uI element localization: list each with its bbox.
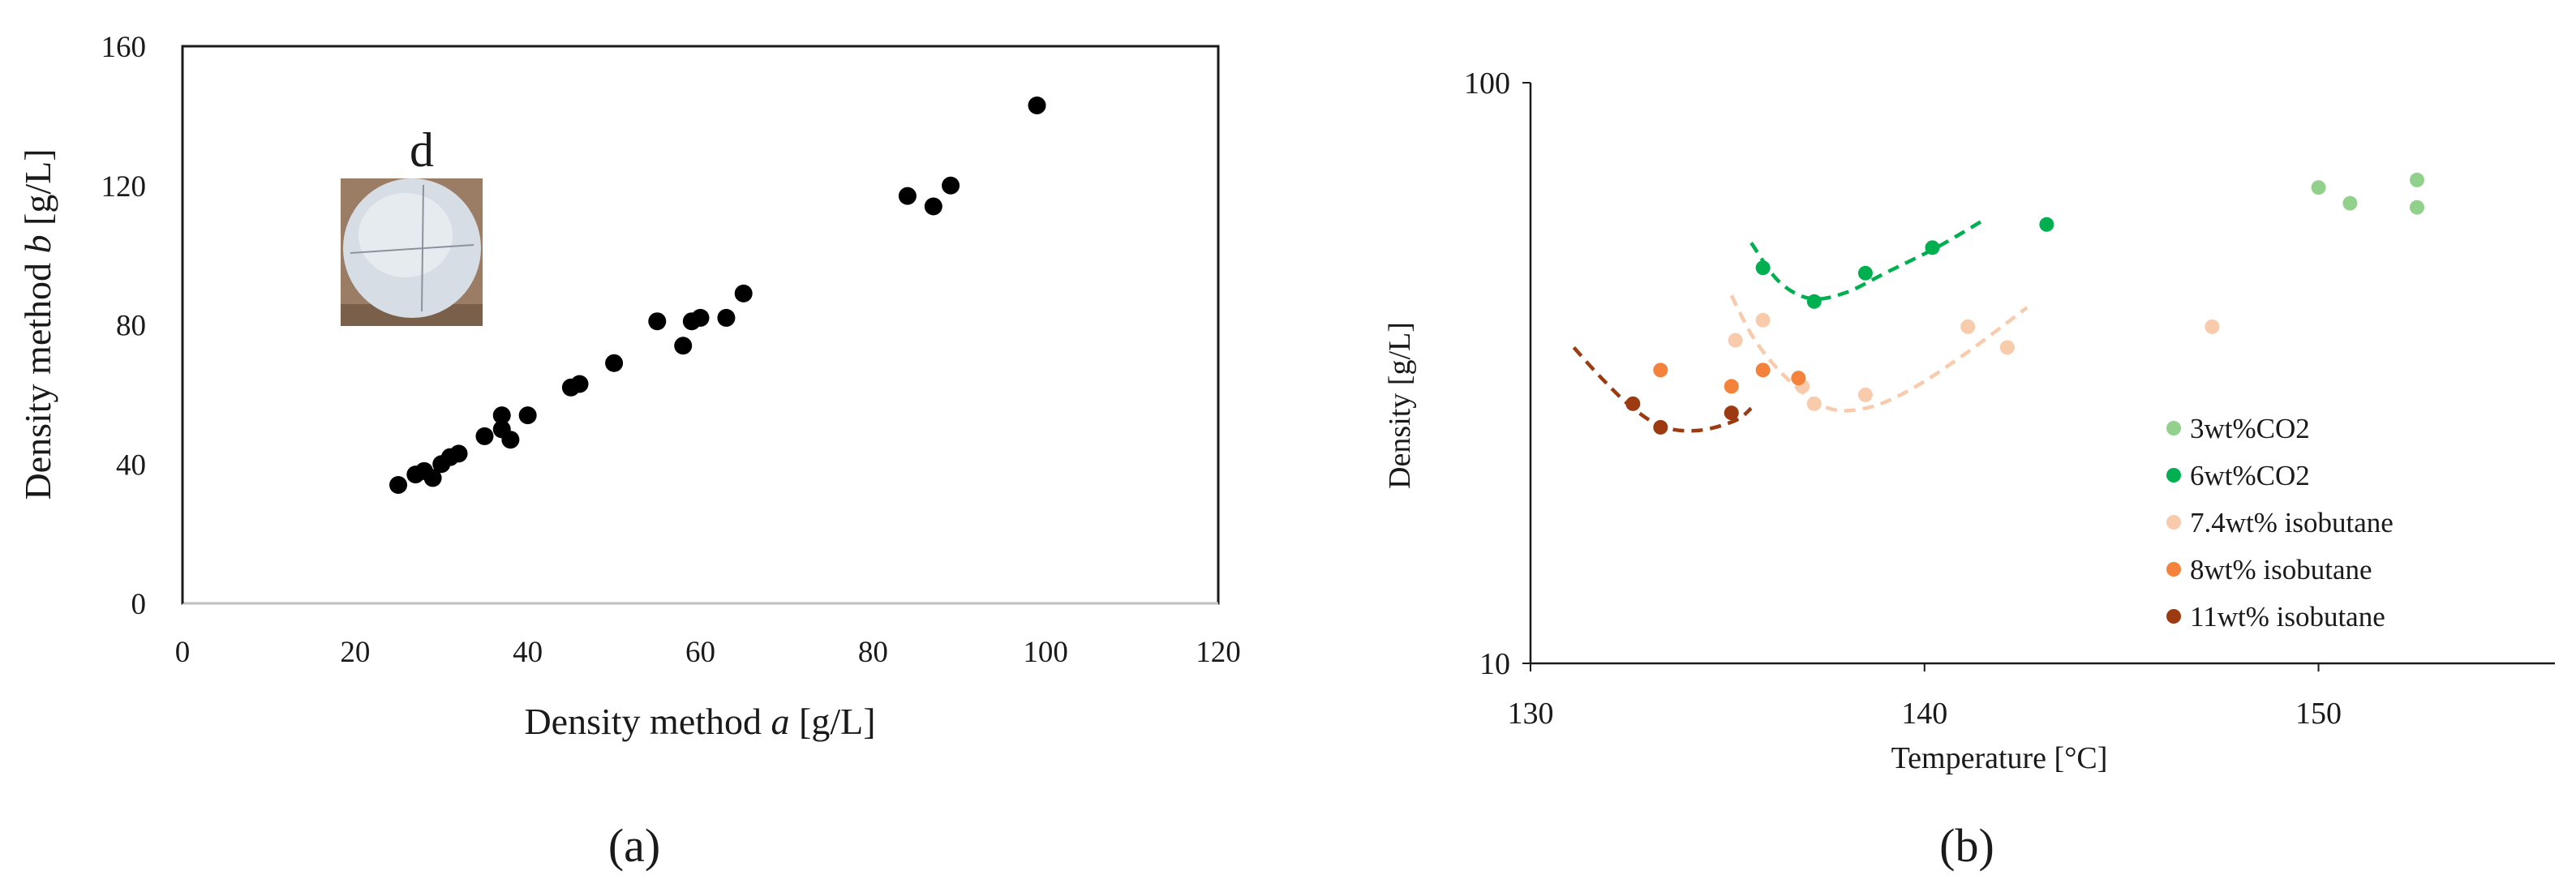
- chart-b-data-point: [1625, 396, 1641, 411]
- legend-label: 6wt%CO2: [2190, 460, 2310, 491]
- chart-a-data-point: [648, 312, 667, 331]
- chart-b-data-point: [1857, 387, 1873, 402]
- chart-b-data-point: [1653, 362, 1668, 378]
- chart-b-legend: 3wt%CO2 6wt%CO2 7.4wt% isobutane 8wt% isobu…: [2166, 413, 2394, 633]
- chart-a-x-tick-label: 120: [1196, 636, 1241, 669]
- chart-b-y-tick-label: 100: [1464, 66, 1510, 101]
- chart-a-points: [389, 96, 1046, 495]
- inset-disc-line-v: [421, 184, 424, 312]
- chart-a-data-point: [449, 444, 468, 463]
- legend-label: 7.4wt% isobutane: [2190, 507, 2394, 538]
- chart-a-data-point: [492, 406, 511, 425]
- chart-a-x-tick-label: 0: [175, 636, 191, 669]
- inset-label-d: d: [410, 123, 434, 177]
- legend-label: 8wt% isobutane: [2190, 554, 2372, 586]
- chart-b-data-point: [2205, 319, 2220, 334]
- chart-a-data-point: [389, 476, 408, 495]
- chart-a-x-tick-label: 100: [1023, 636, 1068, 669]
- chart-a-data-point: [423, 469, 442, 487]
- chart-b-data-point: [2409, 199, 2424, 215]
- legend-marker: [2166, 562, 2181, 577]
- panel-label-a: (a): [608, 819, 660, 872]
- chart-b-data-point: [1653, 419, 1668, 435]
- chart-a-data-point: [501, 431, 520, 449]
- chart-b-data-point: [2311, 180, 2326, 195]
- chart-a-data-point: [924, 197, 942, 216]
- chart-b-data-point: [1724, 405, 1739, 421]
- chart-b-data-point: [1755, 260, 1771, 276]
- chart-b-data-point: [1999, 340, 2015, 355]
- chart-a-x-tick-label: 60: [685, 636, 715, 669]
- chart-b-data-point: [1755, 312, 1771, 328]
- chart-a-data-point: [717, 308, 736, 327]
- chart-a-data-point: [691, 308, 710, 327]
- chart-a: 0 20 40 60 80 100 120 0 40 80 120 160 d Density me…: [17, 31, 1241, 742]
- chart-a-x-tick-labels: 0 20 40 60 80 100 120: [175, 636, 1241, 669]
- inset-disc-line-h: [350, 244, 474, 254]
- chart-a-data-point: [570, 375, 589, 393]
- chart-a-x-tick-label: 20: [340, 636, 370, 669]
- inset-disc-highlight: [358, 193, 453, 277]
- chart-b-points: [1625, 172, 2424, 435]
- chart-a-data-point: [674, 337, 693, 355]
- chart-b-y-tick-labels: 10 100: [1464, 66, 1531, 681]
- chart-a-data-point: [734, 284, 753, 302]
- chart-a-y-tick-label: 40: [116, 448, 146, 482]
- chart-a-x-tick-label: 40: [513, 636, 543, 669]
- chart-b-data-point: [1728, 332, 1743, 348]
- chart-a-data-point: [475, 427, 494, 445]
- legend-marker: [2166, 609, 2181, 624]
- chart-b-data-point: [2409, 172, 2424, 187]
- chart-b-fit-curves: [1572, 218, 2029, 433]
- chart-b-y-axis-label: Density [g/L]: [1383, 322, 1417, 489]
- chart-a-data-point: [942, 176, 960, 195]
- legend-marker: [2166, 515, 2181, 530]
- chart-b-data-point: [2039, 217, 2054, 232]
- chart-b-data-point: [1960, 319, 1976, 334]
- chart-a-x-tick-label: 80: [858, 636, 888, 669]
- chart-b-data-point: [1791, 371, 1806, 386]
- legend-marker: [2166, 421, 2181, 435]
- fit-curve-7-4wt-isobutane: [1729, 294, 2029, 413]
- legend-marker: [2166, 468, 2181, 483]
- chart-a-data-point: [518, 406, 537, 425]
- sample-photo-inset: d: [341, 123, 483, 326]
- chart-a-data-point: [898, 187, 917, 205]
- chart-b-x-tick-label: 150: [2295, 697, 2342, 731]
- chart-a-data-point: [1028, 96, 1046, 114]
- chart-b-data-point: [1755, 362, 1771, 378]
- panel-label-b: (b): [1939, 819, 1994, 872]
- chart-b-data-point: [2342, 195, 2358, 211]
- chart-b-data-point: [1806, 294, 1822, 309]
- chart-b-data-point: [1806, 396, 1822, 411]
- chart-b: 130 140 150 10 100 3wt%CO2 6wt%CO2 7.4wt% iso…: [1383, 66, 2555, 775]
- chart-b-x-tick-label: 130: [1508, 697, 1554, 731]
- fit-curve-11wt-isobutane: [1572, 345, 1753, 433]
- chart-b-data-point: [1925, 240, 1940, 255]
- chart-a-y-tick-label: 160: [101, 31, 147, 64]
- chart-a-y-tick-label: 120: [101, 170, 147, 204]
- chart-a-x-axis-label: Density method a [g/L]: [524, 701, 875, 742]
- chart-a-y-tick-label: 80: [116, 310, 146, 343]
- chart-a-y-tick-labels: 0 40 80 120 160: [101, 31, 147, 621]
- chart-a-y-axis-label: Density method b [g/L]: [17, 148, 58, 500]
- chart-b-data-point: [1857, 265, 1873, 281]
- chart-b-data-point: [1724, 379, 1739, 394]
- chart-b-x-tick-label: 140: [1901, 697, 1947, 731]
- chart-a-y-tick-label: 0: [131, 588, 147, 621]
- chart-b-x-axis-label: Temperature [°C]: [1891, 741, 2108, 775]
- chart-a-data-point: [605, 354, 624, 372]
- legend-label: 11wt% isobutane: [2190, 601, 2385, 633]
- legend-label: 3wt%CO2: [2190, 413, 2310, 444]
- fit-curve-6wt-co2: [1750, 218, 1985, 301]
- chart-b-y-tick-label: 10: [1479, 647, 1510, 681]
- chart-b-x-tick-labels: 130 140 150: [1508, 663, 2342, 731]
